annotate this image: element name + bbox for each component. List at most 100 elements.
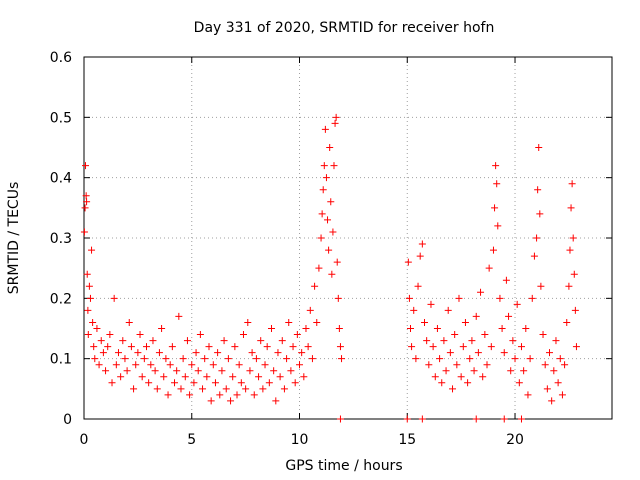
data-point [464,379,472,387]
data-point [145,379,153,387]
data-point [433,325,441,332]
data-point [168,343,176,351]
data-point [244,318,252,326]
data-point [97,337,105,345]
data-point [423,337,431,345]
data-point [93,325,101,332]
data-point [149,337,157,345]
data-point [566,246,574,254]
data-point [293,331,301,339]
data-point [308,355,316,363]
data-point [328,270,336,278]
data-point [248,349,256,357]
data-point [571,306,579,314]
data-point [535,144,543,151]
grid [84,57,612,419]
data-point [125,318,133,326]
data-point [276,373,284,381]
data-point [162,355,170,363]
y-tick-label: 0.6 [50,50,72,66]
data-point [235,361,243,369]
data-point [311,282,319,290]
data-point [405,294,413,302]
data-point [158,325,166,332]
data-point [412,355,420,363]
data-point [267,325,275,332]
data-point [283,355,291,363]
data-point [563,318,571,326]
data-point [511,355,519,363]
data-point [252,355,260,363]
data-point [83,270,91,278]
data-point [496,294,504,302]
data-point [457,373,465,381]
data-point [224,355,232,363]
data-point [561,361,569,369]
data-point [533,234,541,242]
data-point [318,210,326,218]
data-point [222,385,230,393]
data-point [110,294,118,302]
data-point [216,391,224,399]
data-point [89,318,97,326]
data-point [211,379,219,387]
data-point [132,361,140,369]
data-point [515,379,523,387]
x-tick-label: 5 [187,432,196,448]
data-point [332,113,340,121]
data-point [322,174,330,182]
data-point [151,367,159,375]
data-point [278,337,286,345]
data-point [179,355,187,363]
data-point [246,367,254,375]
data-point [459,343,467,351]
x-tick-label: 15 [398,432,416,448]
data-point [119,337,127,345]
data-point [539,331,547,339]
data-point [138,373,146,381]
data-point [112,361,120,369]
data-point [569,234,577,242]
data-point [313,318,321,326]
data-point [500,349,508,357]
data-point [550,367,558,375]
data-point [320,162,328,170]
data-point [477,288,485,296]
data-point [123,367,131,375]
data-point [543,385,551,393]
data-point [289,343,297,351]
data-point [494,222,502,230]
data-point [90,343,98,351]
data-point [181,373,189,381]
data-point [524,391,532,399]
data-point [485,264,493,272]
data-point [505,312,513,320]
data-point [177,385,185,393]
data-point [188,361,196,369]
data-point [429,343,437,351]
x-axis-label: GPS time / hours [285,458,402,474]
data-point [436,355,444,363]
data-point [416,252,424,260]
data-point [304,343,312,351]
data-point [166,361,174,369]
y-tick-label: 0.4 [50,171,72,187]
axes: 0 0.1 0.2 0.3 0.4 0.5 0.6 0 5 10 15 20 [50,50,613,448]
data-point [522,325,530,332]
data-point [84,331,92,339]
data-point [331,119,339,127]
data-point [565,282,573,290]
data-point [231,343,239,351]
data-point [451,331,459,339]
data-point [572,343,580,351]
data-point [556,355,564,363]
data-point [552,337,560,345]
data-point [86,294,94,302]
data-point [425,361,433,369]
data-point [315,264,323,272]
data-point [257,337,265,345]
data-point [242,385,250,393]
data-point [102,367,110,375]
data-point [214,349,222,357]
